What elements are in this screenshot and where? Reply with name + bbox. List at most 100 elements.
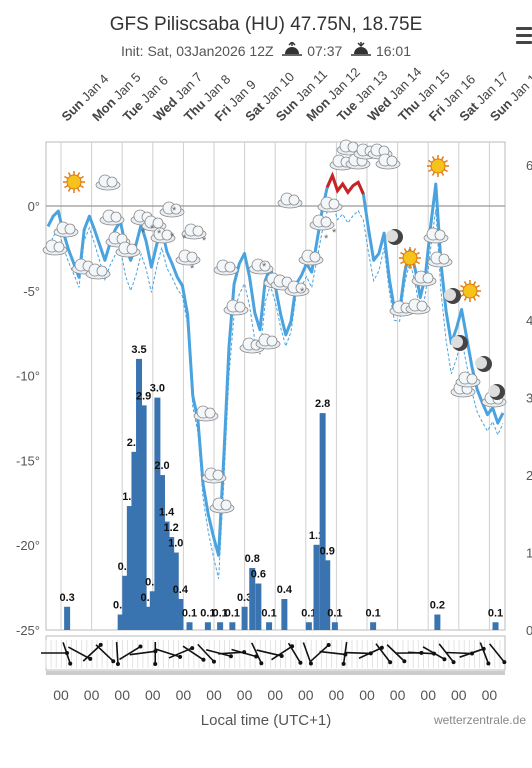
x-tick-label: 00 (298, 687, 314, 703)
moon-icon (488, 384, 505, 400)
precip-bar (370, 622, 377, 630)
precip-value-label: 1.2 (164, 522, 179, 534)
cloud-icon (53, 221, 79, 238)
wind-arrow (197, 643, 215, 663)
sun-icon (459, 280, 481, 302)
wind-arrow (489, 643, 505, 663)
snow-icon: * (332, 227, 337, 239)
wind-arrow (302, 642, 312, 664)
precip-tick-label: 1 (526, 546, 532, 561)
moon-icon (451, 335, 468, 351)
cloud-icon (95, 174, 121, 191)
precip-bar (140, 405, 147, 630)
precip-bar (154, 397, 161, 630)
precip-tick-label: 6 (526, 158, 532, 173)
temp-above-zero-line (325, 171, 365, 196)
snow-icon: * (262, 261, 267, 273)
precip-value-label: 0.4 (277, 584, 293, 596)
precip-value-label: 0.1 (182, 607, 197, 619)
precip-value-label: 0.1 (225, 607, 240, 619)
wind-arrow (479, 642, 490, 664)
snow-icon: * (190, 263, 195, 275)
cloud-icon (345, 153, 371, 170)
cloud-icon (423, 227, 449, 244)
snow-icon: * (202, 235, 207, 247)
y-tick-label: -5° (23, 284, 40, 299)
x-axis-label: Local time (UTC+1) (200, 712, 332, 729)
sun-icon (399, 247, 421, 269)
precip-value-label: 0.1 (261, 607, 276, 619)
cloud-icon (411, 270, 437, 287)
menu-icon[interactable] (516, 27, 532, 48)
precip-bar (229, 622, 236, 630)
precip-value-label: 0.8 (245, 553, 260, 565)
wind-arrow (95, 644, 114, 662)
cloud-icon (255, 333, 281, 350)
precip-bar (331, 622, 338, 630)
precip-value-label: 1.0 (168, 538, 183, 550)
cloud-icon (115, 241, 141, 258)
wind-arrow (287, 642, 302, 664)
cloud-icon (159, 201, 185, 218)
wind-arrow (446, 651, 473, 655)
snow-icon: * (172, 205, 177, 217)
snow-icon: * (141, 227, 146, 239)
precip-value-label: 2.8 (315, 398, 330, 410)
precip-bar (434, 614, 441, 630)
grid (45, 141, 506, 631)
precip-bar (126, 506, 133, 630)
precip-value-label: 0.1 (200, 607, 215, 619)
precip-axis: 6 4 3 2 1 0 (526, 158, 532, 638)
moon-icon (386, 229, 403, 245)
sunset-time: 16:01 (375, 43, 411, 59)
y-axis: 0° -5° -10° -15° -20° -25° (16, 199, 40, 638)
precip-bar (149, 591, 156, 630)
precip-value-label: 3.0 (150, 383, 165, 395)
wind-arrow (271, 645, 293, 661)
weather-icons: * * * * * ** *** ** (42, 139, 507, 514)
snow-icon: * (300, 286, 305, 298)
precip-value-label: 0.1 (488, 607, 503, 619)
cloud-icon (42, 239, 68, 256)
precip-bar (319, 413, 326, 630)
precip-tick-label: 0 (526, 623, 532, 638)
precip-bar (186, 622, 193, 630)
precip-bar (163, 521, 170, 630)
cloud-icon (85, 263, 111, 280)
snow-icon: * (170, 231, 175, 243)
precip-bar (122, 575, 129, 630)
precip-tick-label: 4 (526, 313, 532, 328)
precip-value-label: 1.4 (159, 507, 175, 519)
cloud-icon (248, 258, 274, 275)
precip-value-label: 2.0 (154, 460, 169, 472)
x-tick-label: 00 (267, 687, 283, 703)
precip-bar (313, 544, 320, 630)
precip-bar (117, 614, 124, 630)
y-tick-label: 0° (28, 199, 40, 214)
precip-value-label: 0.1 (365, 607, 380, 619)
cloud-icon (209, 497, 235, 514)
precip-bars: 0.30.20.71.62.33.52.90.30.53.02.01.41.21… (59, 344, 503, 630)
cloud-icon (193, 405, 219, 422)
wind-arrow (182, 645, 204, 661)
wind-arrow (358, 647, 383, 659)
sun-icon (427, 155, 449, 177)
wind-arrow (344, 651, 371, 655)
cloud-icon (455, 371, 481, 388)
x-tick-label: 00 (359, 687, 375, 703)
wind-arrow (115, 641, 119, 665)
x-tick-label: 00 (451, 687, 467, 703)
precip-bar (249, 568, 256, 630)
cloud-icon (213, 259, 239, 276)
precip-value-label: 0.3 (237, 592, 252, 604)
precip-bar (177, 599, 184, 630)
precip-bar (136, 358, 143, 630)
wind-arrow (119, 645, 141, 661)
wind-arrow (129, 650, 156, 656)
precip-bar (266, 622, 273, 630)
x-tick-label: 00 (482, 687, 498, 703)
snow-icon: * (324, 233, 329, 245)
precip-value-label: 0.9 (320, 545, 335, 557)
